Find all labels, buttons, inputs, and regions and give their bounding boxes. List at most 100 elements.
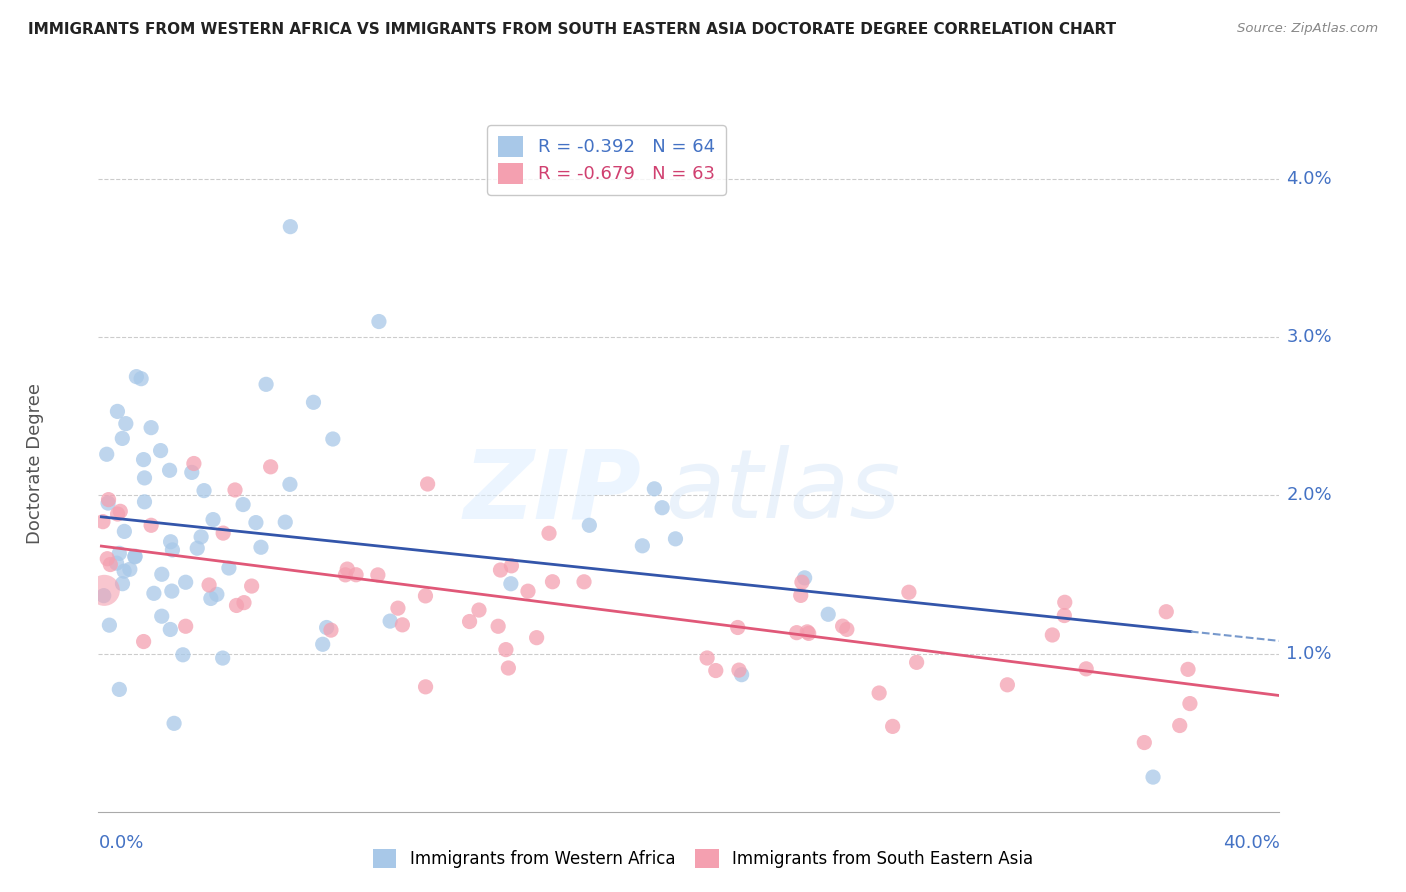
Point — [302, 395, 325, 409]
Point — [486, 619, 509, 633]
Point — [368, 314, 391, 328]
Point — [664, 532, 686, 546]
Point — [387, 601, 409, 615]
Text: ZIP: ZIP — [464, 445, 641, 538]
Point — [218, 561, 240, 575]
Point — [517, 584, 540, 599]
Point — [631, 539, 654, 553]
Point — [727, 620, 749, 634]
Point — [132, 634, 155, 648]
Point — [1142, 770, 1164, 784]
Point — [817, 607, 839, 622]
Text: 4.0%: 4.0% — [1286, 170, 1331, 188]
Point — [211, 651, 233, 665]
Point — [790, 588, 813, 602]
Point — [118, 562, 141, 576]
Point — [730, 667, 752, 681]
Point — [98, 558, 121, 572]
Point — [796, 624, 818, 639]
Point — [391, 617, 413, 632]
Text: atlas: atlas — [665, 445, 900, 538]
Point — [174, 619, 197, 633]
Text: 40.0%: 40.0% — [1223, 834, 1279, 852]
Point — [704, 664, 727, 678]
Point — [882, 719, 904, 733]
Point — [150, 609, 173, 624]
Point — [312, 637, 335, 651]
Point — [193, 483, 215, 498]
Point — [259, 459, 281, 474]
Point — [541, 574, 564, 589]
Point — [97, 496, 120, 510]
Point — [190, 530, 212, 544]
Point — [134, 495, 156, 509]
Point — [728, 663, 751, 677]
Point — [995, 678, 1018, 692]
Point — [319, 623, 342, 637]
Point — [367, 568, 389, 582]
Point — [322, 432, 344, 446]
Point — [107, 404, 129, 418]
Point — [96, 447, 118, 461]
Point — [240, 579, 263, 593]
Point — [108, 546, 131, 560]
Point — [150, 567, 173, 582]
Point — [378, 614, 401, 628]
Point — [786, 625, 808, 640]
Point — [162, 543, 184, 558]
Point — [163, 716, 186, 731]
Point — [495, 642, 517, 657]
Point — [250, 541, 273, 555]
Point — [112, 524, 135, 539]
Point — [232, 498, 254, 512]
Point — [831, 619, 853, 633]
Text: 0.0%: 0.0% — [98, 834, 143, 852]
Point — [105, 556, 128, 570]
Point — [335, 567, 357, 582]
Point — [125, 369, 148, 384]
Point — [651, 500, 673, 515]
Point — [134, 471, 156, 485]
Point — [202, 513, 225, 527]
Point — [110, 504, 132, 518]
Point — [868, 686, 890, 700]
Point — [1053, 608, 1076, 623]
Text: 3.0%: 3.0% — [1286, 328, 1331, 346]
Point — [139, 420, 162, 434]
Point — [1177, 662, 1199, 676]
Point — [254, 377, 277, 392]
Point — [129, 372, 152, 386]
Point — [1154, 605, 1177, 619]
Point — [149, 443, 172, 458]
Point — [1076, 662, 1098, 676]
Point — [835, 623, 858, 637]
Point — [107, 507, 129, 521]
Point — [159, 623, 181, 637]
Point — [489, 563, 512, 577]
Point — [643, 482, 665, 496]
Point — [1178, 697, 1201, 711]
Point — [498, 661, 520, 675]
Point — [159, 534, 181, 549]
Point — [415, 680, 437, 694]
Point — [572, 574, 595, 589]
Point — [1133, 735, 1156, 749]
Point — [180, 466, 202, 480]
Point — [124, 549, 146, 564]
Point — [142, 586, 165, 600]
Point — [139, 518, 162, 533]
Point — [1168, 718, 1191, 732]
Text: 2.0%: 2.0% — [1286, 486, 1331, 505]
Point — [315, 620, 337, 634]
Point — [200, 591, 222, 606]
Point — [344, 567, 367, 582]
Point — [183, 457, 205, 471]
Point — [91, 515, 114, 529]
Legend: Immigrants from Western Africa, Immigrants from South Eastern Asia: Immigrants from Western Africa, Immigran… — [367, 842, 1039, 875]
Point — [499, 576, 522, 591]
Point — [114, 417, 136, 431]
Point — [797, 626, 820, 640]
Point — [224, 483, 246, 497]
Point — [274, 515, 297, 529]
Point — [905, 656, 928, 670]
